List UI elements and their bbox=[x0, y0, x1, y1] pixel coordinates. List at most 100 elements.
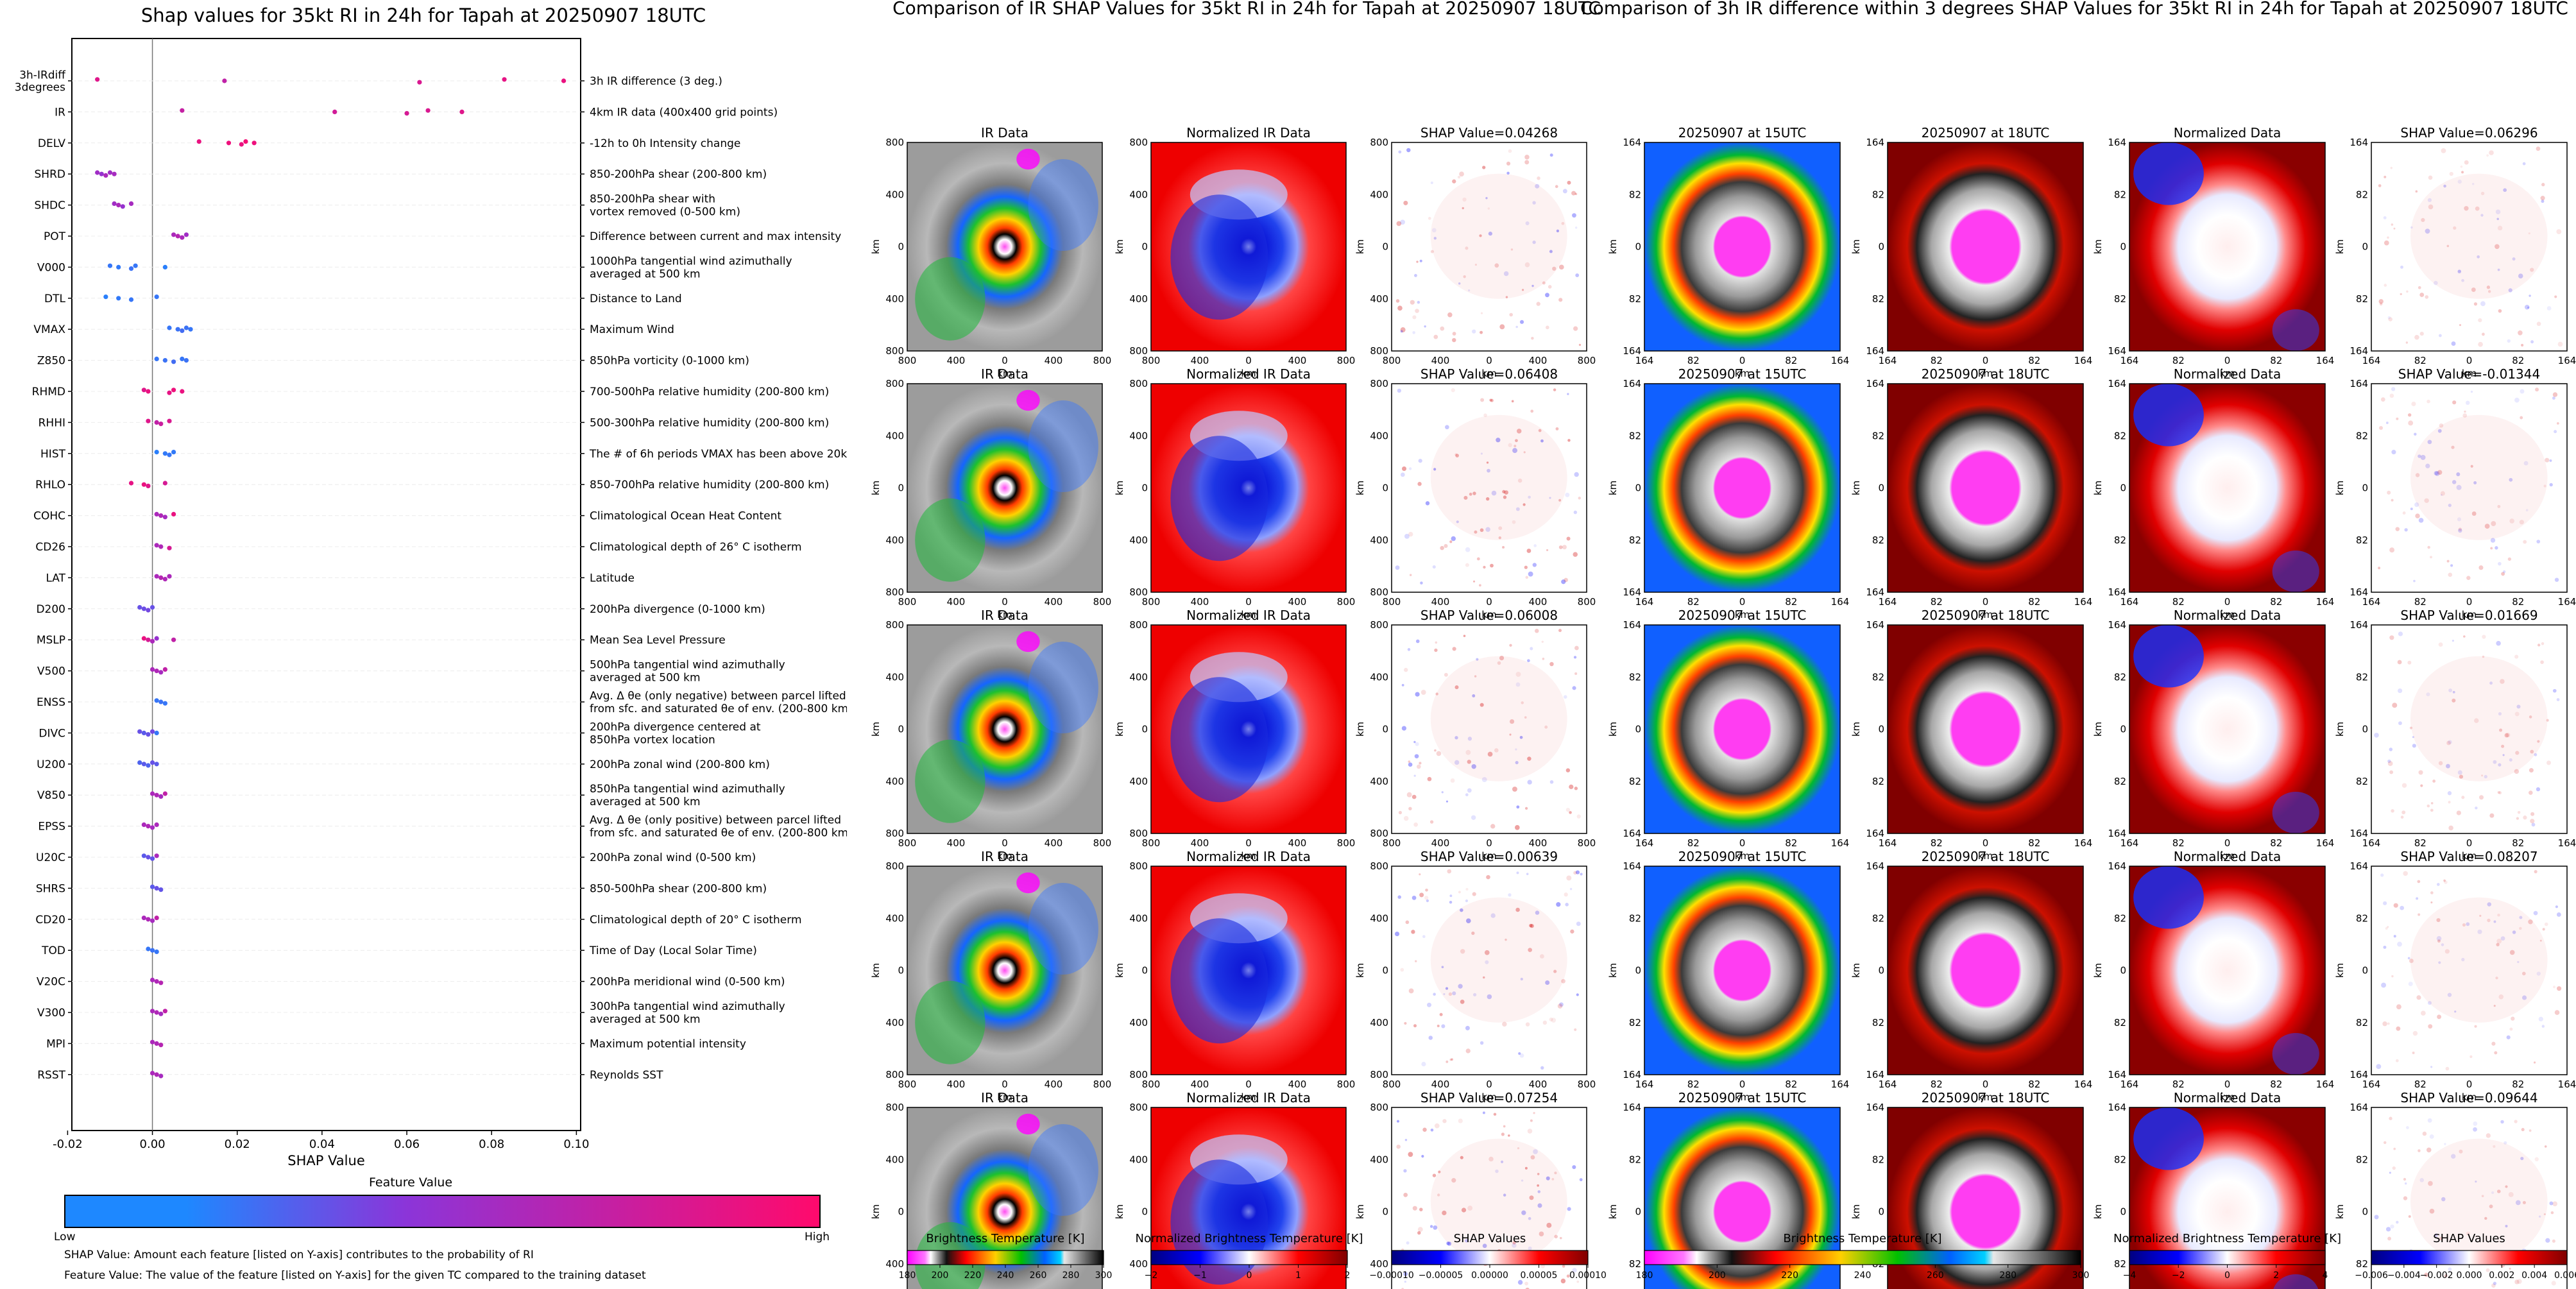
diff-18utc-panel-ytick: 164 bbox=[1866, 137, 1884, 148]
shap-speckle bbox=[2500, 936, 2505, 941]
shap-speckle bbox=[2387, 761, 2393, 766]
shap-speckle bbox=[2418, 770, 2423, 775]
diff-18utc-panel-xtick: 164 bbox=[2074, 596, 2093, 608]
shap-speckle bbox=[1556, 229, 1560, 233]
shap-speckle bbox=[2413, 579, 2416, 583]
shap-speckle bbox=[2536, 787, 2541, 792]
shap-speckle bbox=[1458, 1118, 1463, 1123]
ir-data-panel-title: IR Data bbox=[981, 366, 1028, 382]
ir-norm-panel-xtick: 0 bbox=[1245, 596, 1252, 608]
shap-speckle bbox=[2438, 761, 2443, 765]
shap-speckle bbox=[2410, 226, 2413, 229]
ir-shap-panel-ytick: 800 bbox=[1370, 137, 1388, 148]
shap-speckle bbox=[2430, 891, 2434, 894]
shap-speckle bbox=[1462, 197, 1467, 202]
ir-norm-panel-ytick: 400 bbox=[1129, 189, 1148, 200]
shap-speckle bbox=[2434, 280, 2438, 286]
shap-speckle bbox=[2437, 429, 2442, 433]
shap-speckle bbox=[2380, 873, 2384, 877]
shap-speckle bbox=[1449, 1058, 1452, 1061]
shap-speckle bbox=[2508, 1191, 2514, 1197]
shap-speckle bbox=[2487, 918, 2491, 923]
ir-bt-colorbar-tick: 280 bbox=[1062, 1270, 1080, 1281]
ir-norm-colorbar-bar bbox=[1150, 1250, 1348, 1265]
diff-shap-panel-ytick: 82 bbox=[2356, 534, 2368, 546]
shap-speckle bbox=[1422, 1127, 1427, 1132]
shap-speckle bbox=[1487, 207, 1490, 210]
swarm-xtick-label: 0.10 bbox=[563, 1138, 589, 1151]
shap-speckle bbox=[1549, 662, 1554, 667]
diff-shap-panel-xtick: 164 bbox=[2362, 1079, 2381, 1090]
shap-speckle bbox=[2546, 306, 2552, 311]
shap-speckle bbox=[2475, 807, 2478, 810]
diff-norm-panel-ytick: 82 bbox=[2114, 1154, 2126, 1165]
shap-speckle bbox=[2536, 540, 2541, 543]
swarm-feature-code: COHC bbox=[33, 510, 65, 523]
swarm-point bbox=[128, 297, 134, 302]
ir-data-panel-frame bbox=[907, 624, 1103, 834]
swarm-point bbox=[149, 884, 155, 889]
ir-norm-panel-xtick: 800 bbox=[1337, 837, 1356, 849]
ir-data-panel-xtick: 400 bbox=[1045, 1079, 1063, 1090]
shap-speckle bbox=[1435, 641, 1438, 644]
swarm-feature-desc: Maximum potential intensity bbox=[590, 1037, 746, 1050]
shap-speckle bbox=[1521, 1179, 1524, 1182]
shap-speckle bbox=[1452, 991, 1456, 996]
shap-speckle bbox=[1566, 875, 1572, 881]
shap-speckle bbox=[2389, 1172, 2391, 1174]
diff-shap-panel-ytick: 82 bbox=[2356, 189, 2368, 200]
diff-shap-panel-ytick: 82 bbox=[2356, 293, 2368, 305]
swarm-colorbar bbox=[64, 1195, 821, 1228]
shap-speckle bbox=[1573, 552, 1578, 557]
ir-cell bbox=[1016, 148, 1040, 170]
shap-speckle bbox=[2396, 1220, 2399, 1224]
diff-norm-panel-xtick: 0 bbox=[2224, 1079, 2231, 1090]
shap-speckle bbox=[2421, 218, 2425, 223]
shap-speckle bbox=[1413, 1024, 1417, 1028]
shap-speckle bbox=[2401, 810, 2406, 815]
ir-shap-panel-frame bbox=[1391, 1107, 1587, 1289]
shap-speckle bbox=[2537, 740, 2540, 743]
shap-speckle bbox=[2549, 482, 2553, 487]
diff-shap-panel-ytick: 164 bbox=[2350, 137, 2368, 148]
ir-data-panel-xtick: 0 bbox=[1002, 355, 1008, 366]
diff-norm-panel-xtick: 164 bbox=[2120, 837, 2139, 849]
shap-speckle bbox=[1495, 1169, 1499, 1174]
shap-speckle bbox=[1524, 160, 1530, 165]
shap-speckle bbox=[2509, 1027, 2513, 1031]
swarm-feature-desc: Time of Day (Local Solar Time) bbox=[589, 944, 757, 957]
shap-speckle bbox=[2397, 660, 2402, 665]
shap-speckle bbox=[2538, 1215, 2541, 1218]
shap-speckle bbox=[2495, 977, 2498, 980]
shap-speckle bbox=[1440, 326, 1445, 331]
diff-norm-panel-xtick: 164 bbox=[2316, 596, 2335, 608]
shap-speckle bbox=[2416, 995, 2421, 1000]
diff-15utc-panel-ytick: 82 bbox=[1629, 1017, 1641, 1029]
diff-norm-colorbar-tick: 4 bbox=[2323, 1270, 2328, 1281]
shap-speckle bbox=[1417, 300, 1420, 304]
ir-norm-panel-title: Normalized IR Data bbox=[1186, 849, 1311, 864]
diff-norm-panel-ytick: 82 bbox=[2114, 912, 2126, 924]
shap-speckle bbox=[2410, 508, 2413, 511]
shap-speckle bbox=[2448, 1267, 2452, 1272]
diff-18utc-panel-xtick: 0 bbox=[1983, 837, 1989, 849]
swarm-point bbox=[154, 1010, 159, 1015]
shap-speckle bbox=[2536, 321, 2541, 327]
swarm-point bbox=[95, 77, 100, 82]
swarm-feature-code: RSST bbox=[37, 1069, 65, 1082]
swarm-feature-code: DIVC bbox=[38, 727, 65, 740]
shap-speckle bbox=[1412, 315, 1417, 320]
swarm-point bbox=[171, 388, 176, 393]
shap-speckle bbox=[1578, 497, 1581, 500]
swarm-point bbox=[175, 234, 180, 239]
shap-speckle bbox=[2384, 175, 2387, 178]
shap-speckle bbox=[1484, 950, 1490, 955]
shap-speckle bbox=[2486, 154, 2489, 157]
diff-shap-panel-ytick: 0 bbox=[2362, 241, 2368, 253]
swarm-point bbox=[146, 824, 151, 829]
shap-speckle bbox=[1415, 692, 1420, 697]
ir-norm-panel-xtick: 800 bbox=[1142, 355, 1161, 366]
shap-speckle bbox=[1442, 1119, 1447, 1123]
shap-speckle bbox=[1527, 659, 1530, 663]
shap-speckle bbox=[2554, 1010, 2560, 1015]
